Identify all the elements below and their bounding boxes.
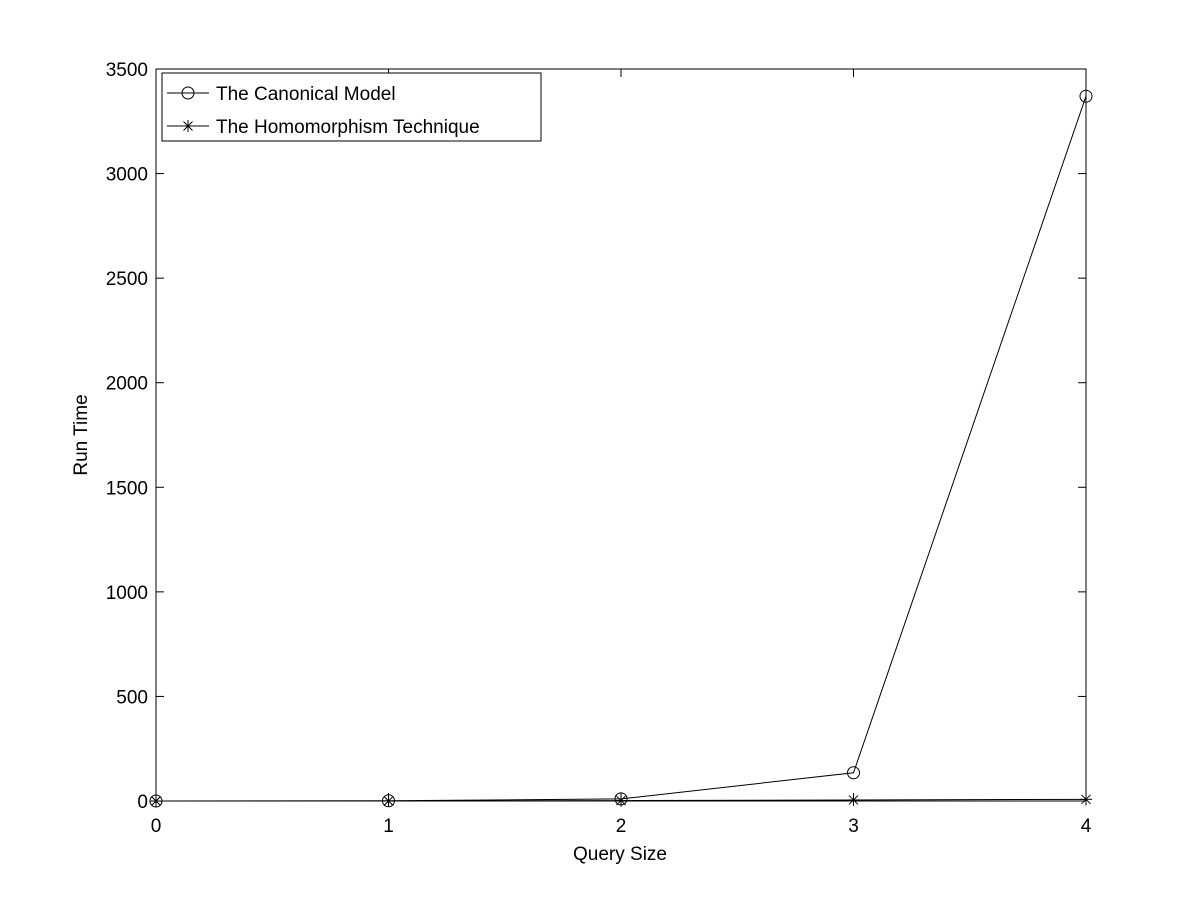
y-tick-label: 1500 [106, 478, 148, 499]
series-layer [149, 89, 1093, 808]
x-tick-label: 4 [1081, 816, 1092, 837]
x-tick-label: 2 [616, 816, 627, 837]
y-tick-label: 2000 [106, 374, 148, 395]
x-tick-label: 0 [151, 816, 162, 837]
data-point [150, 795, 162, 807]
data-point [1080, 793, 1092, 806]
x-axis-label: Query Size [573, 844, 667, 865]
data-point [382, 795, 395, 807]
legend-label: The Canonical Model [216, 84, 396, 105]
series-0 [149, 89, 1093, 808]
legend-box [161, 72, 542, 142]
series-line [155, 96, 1087, 802]
legend-item: The Homomorphism Technique [167, 117, 480, 138]
axes: 0 1 2 3 4 0 500 1000 1500 2000 2500 3000 3500 [106, 60, 1092, 837]
data-point [615, 794, 627, 807]
legend-item: The Canonical Model [167, 84, 396, 105]
series-1 [150, 793, 1092, 807]
y-tick-label: 2500 [106, 269, 148, 290]
data-point [1079, 89, 1093, 103]
y-axis-label: Run Time [71, 394, 92, 475]
data-point [847, 793, 860, 806]
legend: The Canonical Model The Homomorphism Tech… [161, 72, 542, 142]
plot-frame [155, 68, 1087, 802]
legend-label: The Homomorphism Technique [216, 117, 480, 138]
x-tick-label: 1 [383, 816, 394, 837]
x-tick-label: 3 [848, 816, 859, 837]
data-point [847, 766, 860, 780]
y-tick-label: 500 [116, 687, 148, 708]
legend-marker [182, 120, 194, 132]
legend-marker [181, 86, 195, 100]
y-tick-label: 3000 [106, 165, 148, 186]
y-tick-label: 3500 [106, 60, 148, 81]
y-tick-label: 0 [137, 792, 148, 813]
y-tick-label: 1000 [106, 583, 148, 604]
